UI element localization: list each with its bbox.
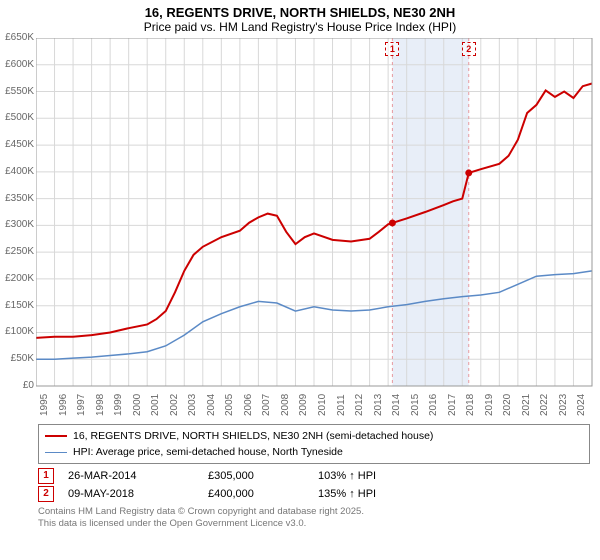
x-tick-label: 2020: [502, 394, 513, 416]
x-tick-label: 1996: [58, 394, 69, 416]
footer-line-1: Contains HM Land Registry data © Crown c…: [38, 506, 600, 518]
x-tick-label: 2005: [224, 394, 235, 416]
y-tick-label: £650K: [0, 32, 34, 43]
x-tick-label: 2012: [354, 394, 365, 416]
legend-label-red: 16, REGENTS DRIVE, NORTH SHIELDS, NE30 2…: [73, 430, 433, 442]
sale-row-date: 09-MAY-2018: [68, 488, 208, 500]
sale-row-price: £400,000: [208, 488, 318, 500]
x-tick-label: 1998: [95, 394, 106, 416]
sale-row-pct: 135% ↑ HPI: [318, 488, 418, 500]
x-tick-label: 2000: [132, 394, 143, 416]
sales-table: 1 26-MAR-2014 £305,000 103% ↑ HPI 2 09-M…: [0, 468, 600, 502]
sale-marker-1: 1: [385, 42, 399, 56]
sale-row-pct: 103% ↑ HPI: [318, 470, 418, 482]
x-tick-label: 2006: [243, 394, 254, 416]
x-tick-label: 1997: [76, 394, 87, 416]
x-tick-label: 2004: [206, 394, 217, 416]
sale-row: 1 26-MAR-2014 £305,000 103% ↑ HPI: [38, 468, 600, 484]
legend-box: 16, REGENTS DRIVE, NORTH SHIELDS, NE30 2…: [38, 424, 590, 464]
x-tick-label: 2018: [465, 394, 476, 416]
x-tick-label: 2011: [336, 394, 347, 416]
sale-row-marker: 2: [38, 486, 54, 502]
legend-row-blue: HPI: Average price, semi-detached house,…: [45, 444, 583, 460]
x-tick-label: 2010: [317, 394, 328, 416]
sale-marker-2: 2: [462, 42, 476, 56]
legend-swatch-blue: [45, 452, 67, 453]
x-tick-label: 2017: [447, 394, 458, 416]
footer-line-2: This data is licensed under the Open Gov…: [38, 518, 600, 530]
x-tick-label: 2016: [428, 394, 439, 416]
y-tick-label: £350K: [0, 193, 34, 204]
x-tick-label: 2007: [261, 394, 272, 416]
title-line-2: Price paid vs. HM Land Registry's House …: [0, 20, 600, 34]
x-tick-label: 2013: [373, 394, 384, 416]
x-tick-label: 1999: [113, 394, 124, 416]
y-tick-label: £150K: [0, 300, 34, 311]
title-block: 16, REGENTS DRIVE, NORTH SHIELDS, NE30 2…: [0, 0, 600, 36]
x-tick-label: 2003: [187, 394, 198, 416]
y-tick-label: £400K: [0, 166, 34, 177]
y-tick-label: £550K: [0, 86, 34, 97]
x-tick-label: 1995: [39, 394, 50, 416]
sale-row-price: £305,000: [208, 470, 318, 482]
sale-row-marker: 1: [38, 468, 54, 484]
x-tick-label: 2014: [391, 394, 402, 416]
title-line-1: 16, REGENTS DRIVE, NORTH SHIELDS, NE30 2…: [0, 5, 600, 20]
y-tick-label: £600K: [0, 59, 34, 70]
y-tick-label: £250K: [0, 246, 34, 257]
x-tick-label: 2022: [539, 394, 550, 416]
legend-row-red: 16, REGENTS DRIVE, NORTH SHIELDS, NE30 2…: [45, 428, 583, 444]
footer: Contains HM Land Registry data © Crown c…: [38, 506, 600, 531]
legend-label-blue: HPI: Average price, semi-detached house,…: [73, 446, 343, 458]
x-tick-label: 2008: [280, 394, 291, 416]
legend-swatch-red: [45, 435, 67, 437]
x-tick-label: 2023: [558, 394, 569, 416]
sale-row-date: 26-MAR-2014: [68, 470, 208, 482]
plot-svg: [36, 38, 596, 418]
y-tick-label: £300K: [0, 219, 34, 230]
x-tick-label: 2021: [521, 394, 532, 416]
x-tick-label: 2002: [169, 394, 180, 416]
chart-container: 16, REGENTS DRIVE, NORTH SHIELDS, NE30 2…: [0, 0, 600, 560]
y-tick-label: £100K: [0, 326, 34, 337]
y-tick-label: £0: [0, 380, 34, 391]
y-tick-label: £50K: [0, 353, 34, 364]
y-tick-label: £450K: [0, 139, 34, 150]
x-tick-label: 2001: [150, 394, 161, 416]
y-tick-label: £200K: [0, 273, 34, 284]
x-tick-label: 2019: [484, 394, 495, 416]
x-tick-label: 2015: [410, 394, 421, 416]
x-tick-label: 2009: [298, 394, 309, 416]
chart-area: £0£50K£100K£150K£200K£250K£300K£350K£400…: [36, 38, 596, 418]
sale-row: 2 09-MAY-2018 £400,000 135% ↑ HPI: [38, 486, 600, 502]
y-tick-label: £500K: [0, 112, 34, 123]
x-tick-label: 2024: [576, 394, 587, 416]
